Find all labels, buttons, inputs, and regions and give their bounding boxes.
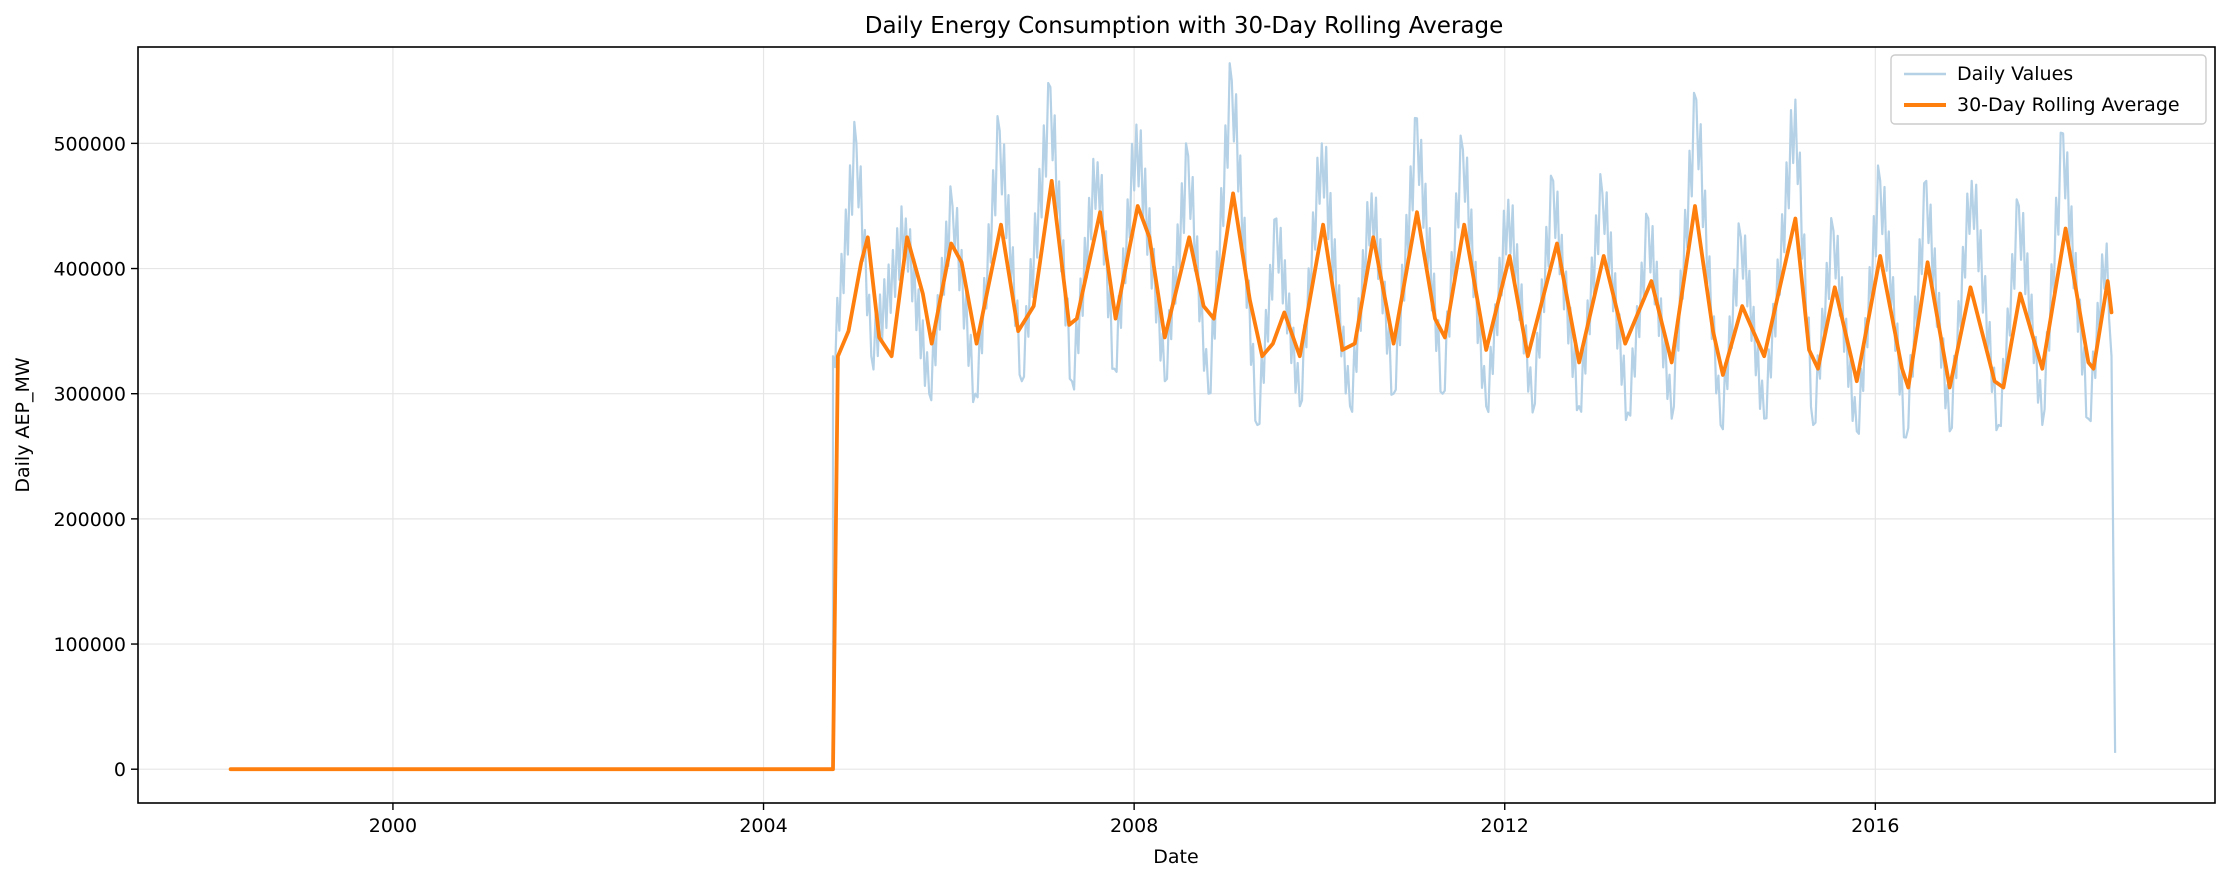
x-axis-label: Date [1153, 846, 1198, 868]
x-tick-label: 2000 [369, 815, 417, 837]
x-tick-label: 2016 [1851, 815, 1899, 837]
y-tick-label: 400000 [53, 259, 126, 281]
legend-label-daily-values: Daily Values [1957, 63, 2073, 85]
y-tick-label: 500000 [53, 133, 126, 155]
series-line-rolling-average [228, 179, 2114, 772]
x-tick-label: 2008 [1110, 815, 1158, 837]
plot-frame [137, 46, 2216, 804]
legend: Daily Values 30-Day Rolling Average [1890, 54, 2207, 125]
y-tick-label: 200000 [53, 509, 126, 531]
chart-title: Daily Energy Consumption with 30-Day Rol… [865, 13, 1504, 39]
legend-box [1890, 54, 2207, 125]
plot-area [228, 62, 2117, 772]
y-tick-label: 0 [114, 759, 126, 781]
x-tick-label: 2012 [1481, 815, 1529, 837]
x-tick-label: 2004 [739, 815, 787, 837]
axes-ticks: 2000 2004 2008 2012 2016 0 100000 200000 300000 4… [53, 133, 1899, 837]
y-tick-label: 100000 [53, 634, 126, 656]
y-axis-label: Daily AEP_MW [12, 357, 34, 492]
legend-label-rolling-average: 30-Day Rolling Average [1957, 94, 2180, 116]
y-tick-label: 300000 [53, 384, 126, 406]
